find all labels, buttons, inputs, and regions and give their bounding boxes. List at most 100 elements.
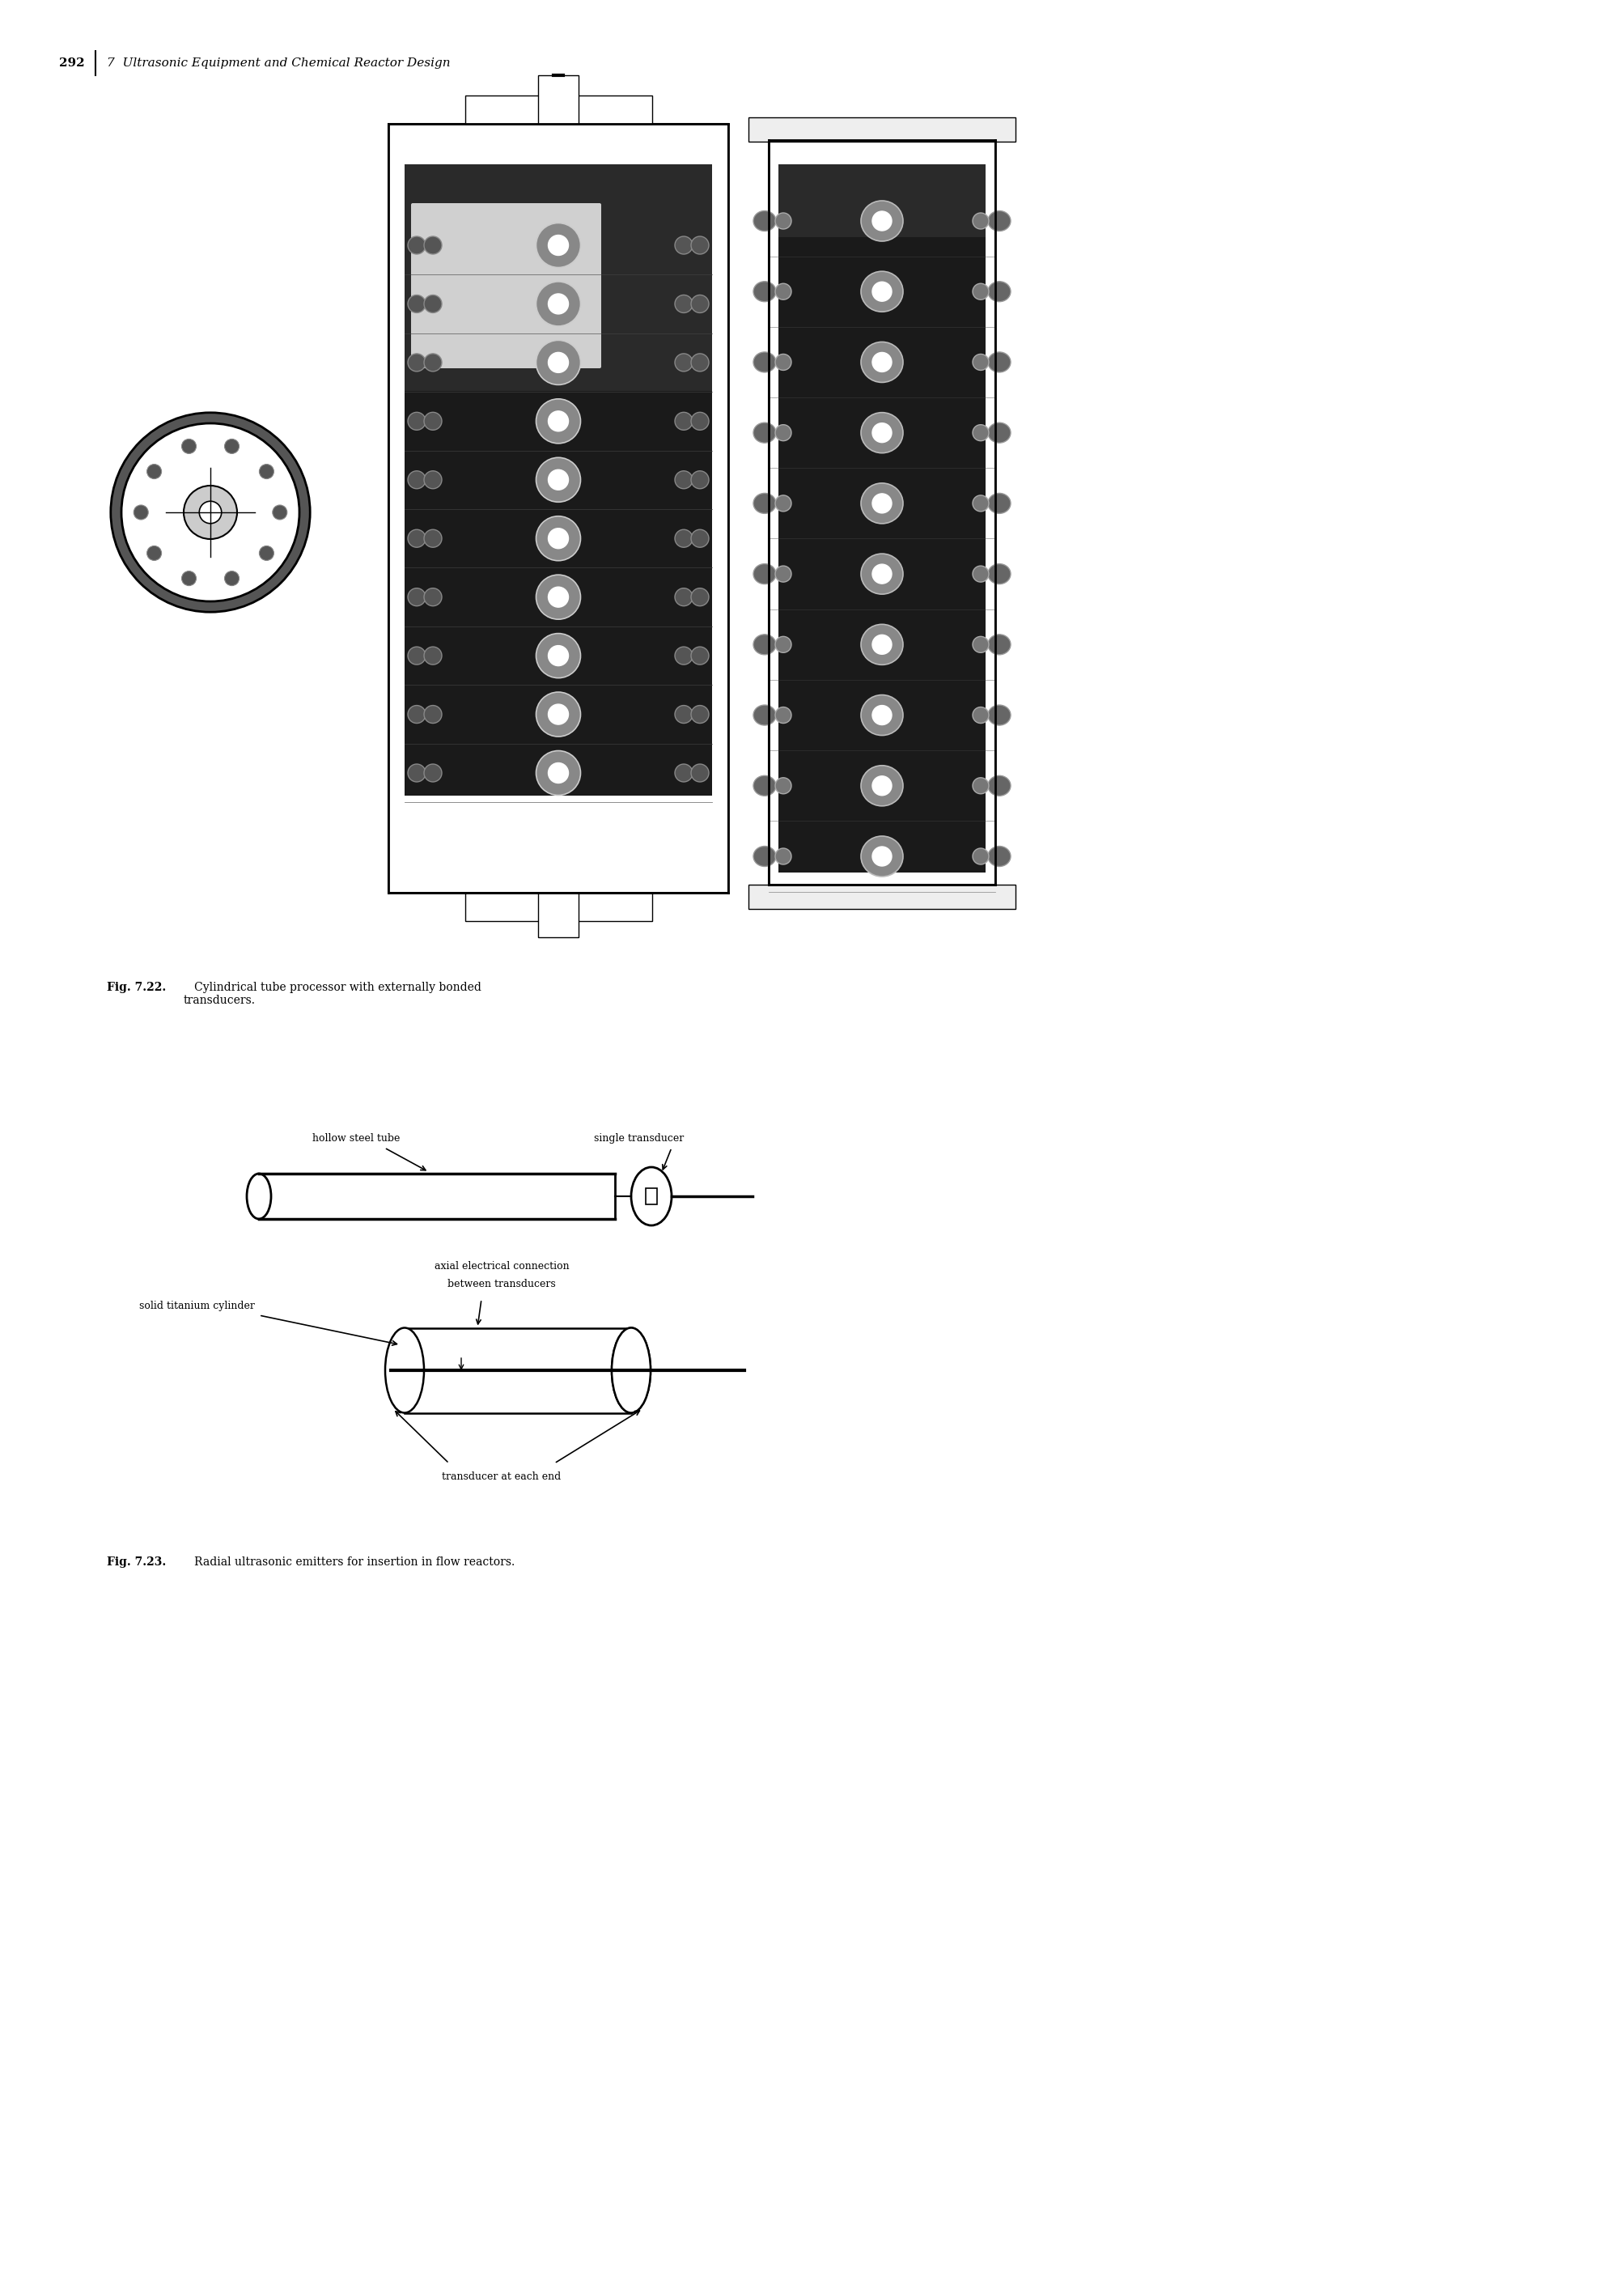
Bar <box>645 1188 656 1204</box>
Ellipse shape <box>424 470 442 488</box>
Ellipse shape <box>547 236 568 255</box>
Text: Fig. 7.23.: Fig. 7.23. <box>107 1557 166 1568</box>
Ellipse shape <box>754 704 776 725</box>
Ellipse shape <box>690 353 708 371</box>
Ellipse shape <box>674 413 692 431</box>
Ellipse shape <box>674 353 692 371</box>
Ellipse shape <box>987 282 1010 303</box>
Ellipse shape <box>973 213 989 229</box>
Bar <box>538 892 578 938</box>
Ellipse shape <box>260 463 274 479</box>
Ellipse shape <box>987 846 1010 867</box>
Bar <box>404 1328 630 1412</box>
Ellipse shape <box>690 413 708 431</box>
Ellipse shape <box>424 530 442 548</box>
Ellipse shape <box>547 470 568 491</box>
Ellipse shape <box>122 424 299 601</box>
Text: 292: 292 <box>60 57 84 69</box>
Ellipse shape <box>536 633 580 679</box>
Ellipse shape <box>973 848 989 864</box>
Ellipse shape <box>184 486 237 539</box>
Ellipse shape <box>775 637 791 654</box>
Ellipse shape <box>260 546 274 559</box>
Ellipse shape <box>754 211 776 232</box>
Bar <box>768 140 996 885</box>
Ellipse shape <box>182 571 197 585</box>
Ellipse shape <box>547 353 568 374</box>
Ellipse shape <box>754 635 776 656</box>
Ellipse shape <box>408 413 425 431</box>
Bar <box>388 124 728 892</box>
Ellipse shape <box>775 777 791 793</box>
Ellipse shape <box>536 459 580 502</box>
Ellipse shape <box>146 546 161 559</box>
Ellipse shape <box>973 637 989 654</box>
Ellipse shape <box>861 484 903 523</box>
Ellipse shape <box>424 353 442 371</box>
Ellipse shape <box>247 1174 271 1220</box>
Ellipse shape <box>408 530 425 548</box>
Ellipse shape <box>973 353 989 369</box>
Ellipse shape <box>408 764 425 782</box>
Ellipse shape <box>690 236 708 255</box>
Ellipse shape <box>536 222 580 268</box>
Ellipse shape <box>987 775 1010 796</box>
Ellipse shape <box>690 647 708 665</box>
Ellipse shape <box>754 564 776 585</box>
Ellipse shape <box>424 706 442 722</box>
Ellipse shape <box>547 587 568 608</box>
Ellipse shape <box>775 424 791 440</box>
Ellipse shape <box>861 624 903 665</box>
Ellipse shape <box>775 706 791 722</box>
Ellipse shape <box>872 846 892 867</box>
Ellipse shape <box>775 848 791 864</box>
Ellipse shape <box>872 635 892 654</box>
Ellipse shape <box>775 495 791 511</box>
Ellipse shape <box>861 837 903 876</box>
Ellipse shape <box>690 764 708 782</box>
Ellipse shape <box>872 422 892 443</box>
Ellipse shape <box>690 296 708 312</box>
Ellipse shape <box>224 571 239 585</box>
Ellipse shape <box>424 764 442 782</box>
Ellipse shape <box>674 236 692 255</box>
Bar <box>404 165 711 390</box>
Ellipse shape <box>408 647 425 665</box>
Ellipse shape <box>408 470 425 488</box>
Ellipse shape <box>872 353 892 371</box>
Ellipse shape <box>754 282 776 303</box>
Bar <box>464 96 651 124</box>
Ellipse shape <box>536 692 580 736</box>
Ellipse shape <box>536 282 580 326</box>
Ellipse shape <box>674 296 692 312</box>
Ellipse shape <box>133 504 148 521</box>
Ellipse shape <box>987 493 1010 514</box>
Ellipse shape <box>182 438 197 454</box>
Ellipse shape <box>754 846 776 867</box>
Ellipse shape <box>690 706 708 722</box>
Bar <box>749 117 1015 142</box>
Text: hollow steel tube: hollow steel tube <box>312 1133 400 1144</box>
Ellipse shape <box>547 647 568 665</box>
Text: Radial ultrasonic emitters for insertion in flow reactors.: Radial ultrasonic emitters for insertion… <box>184 1557 515 1568</box>
Ellipse shape <box>861 695 903 736</box>
Ellipse shape <box>547 410 568 431</box>
Ellipse shape <box>775 566 791 582</box>
Ellipse shape <box>630 1167 671 1224</box>
Text: transducer at each end: transducer at each end <box>442 1472 560 1481</box>
Ellipse shape <box>385 1328 424 1412</box>
Ellipse shape <box>424 296 442 312</box>
Ellipse shape <box>146 463 161 479</box>
Ellipse shape <box>547 764 568 784</box>
Ellipse shape <box>408 353 425 371</box>
Bar <box>538 76 578 124</box>
Ellipse shape <box>973 495 989 511</box>
Ellipse shape <box>273 504 287 521</box>
Ellipse shape <box>775 284 791 300</box>
Text: solid titanium cylinder: solid titanium cylinder <box>140 1300 255 1312</box>
Ellipse shape <box>861 271 903 312</box>
Ellipse shape <box>674 589 692 605</box>
Ellipse shape <box>611 1328 650 1412</box>
Ellipse shape <box>674 470 692 488</box>
Ellipse shape <box>987 422 1010 443</box>
